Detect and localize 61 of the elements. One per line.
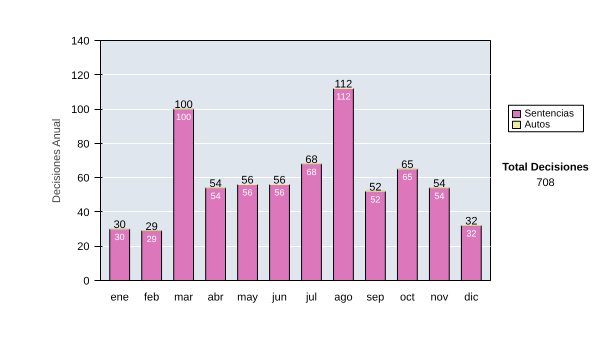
data-label: 68 [306,166,316,177]
total-label: 54 [433,178,446,190]
y-tick-label: 40 [77,206,90,219]
bar [173,108,194,280]
legend-label: Autos [524,119,550,130]
y-axis-title: Decisiones Anual [51,118,64,203]
data-label: 54 [434,190,444,201]
total-label: 52 [369,181,382,194]
x-tick-label: mar [174,292,194,304]
data-label: 30 [114,232,125,242]
data-label: 112 [336,92,351,102]
total-label: 29 [146,220,158,233]
y-tick-label: 120 [71,70,90,82]
data-label: 65 [402,172,412,182]
x-tick-label: ene [110,292,129,304]
x-tick-label: ago [334,292,353,304]
total-label: 32 [465,216,478,228]
data-label: 29 [146,234,157,244]
x-tick-label: jun [271,292,287,304]
total-label: 30 [114,219,126,232]
total-label: 68 [305,154,318,166]
bar [109,228,130,280]
legend-label: Sentencias [524,108,574,120]
text: Total Decisiones [502,162,589,174]
total-label: 54 [209,178,222,190]
x-tick-label: jul [304,292,317,304]
bar [333,88,354,280]
y-tick-label: 20 [77,241,90,254]
bar [237,184,258,280]
data-label: 56 [274,188,285,198]
x-tick-label: dic [464,292,479,304]
bar [396,168,418,280]
data-label: 52 [370,194,380,204]
bar [301,163,322,280]
bar [141,230,162,280]
data-label: 54 [210,190,221,201]
bar [428,187,450,280]
bar [269,184,290,280]
x-tick-label: may [237,292,258,304]
total-label: 65 [401,159,414,172]
data-label: 56 [242,188,253,198]
total-label: 100 [174,99,193,112]
y-tick-label: 80 [77,138,90,150]
x-tick-label: sep [366,292,384,304]
bar [460,225,482,280]
data-label: 32 [466,228,476,239]
y-tick-label: 0 [83,276,90,288]
text: 708 [536,177,555,190]
x-tick-label: feb [144,292,160,304]
total-label: 56 [273,174,286,186]
data-label: 100 [176,112,192,122]
x-tick-label: oct [400,292,415,304]
total-label: 112 [334,78,352,90]
x-tick-label: abr [208,292,224,304]
bar [365,190,386,280]
total-label: 56 [241,174,254,186]
y-tick-label: 140 [71,36,90,48]
y-tick-label: 100 [71,104,90,116]
bar [205,187,226,280]
x-tick-label: nov [430,292,449,304]
y-tick-label: 60 [77,172,90,185]
